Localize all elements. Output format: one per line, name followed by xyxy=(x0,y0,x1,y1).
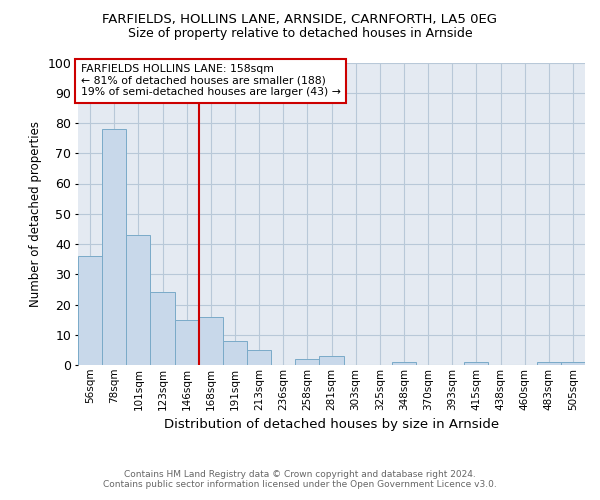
Bar xyxy=(319,356,344,365)
Bar xyxy=(392,362,416,365)
Bar xyxy=(223,341,247,365)
Bar xyxy=(151,292,175,365)
Bar xyxy=(295,359,319,365)
Bar xyxy=(537,362,561,365)
Bar xyxy=(464,362,488,365)
Bar xyxy=(247,350,271,365)
Text: FARFIELDS HOLLINS LANE: 158sqm
← 81% of detached houses are smaller (188)
19% of: FARFIELDS HOLLINS LANE: 158sqm ← 81% of … xyxy=(80,64,340,97)
X-axis label: Distribution of detached houses by size in Arnside: Distribution of detached houses by size … xyxy=(164,418,499,431)
Bar xyxy=(126,235,151,365)
Bar xyxy=(175,320,199,365)
Text: FARFIELDS, HOLLINS LANE, ARNSIDE, CARNFORTH, LA5 0EG: FARFIELDS, HOLLINS LANE, ARNSIDE, CARNFO… xyxy=(103,12,497,26)
Y-axis label: Number of detached properties: Number of detached properties xyxy=(29,120,41,306)
Bar xyxy=(199,316,223,365)
Bar xyxy=(561,362,585,365)
Text: Size of property relative to detached houses in Arnside: Size of property relative to detached ho… xyxy=(128,28,472,40)
Text: Contains HM Land Registry data © Crown copyright and database right 2024.
Contai: Contains HM Land Registry data © Crown c… xyxy=(103,470,497,489)
Bar xyxy=(102,129,126,365)
Bar xyxy=(78,256,102,365)
